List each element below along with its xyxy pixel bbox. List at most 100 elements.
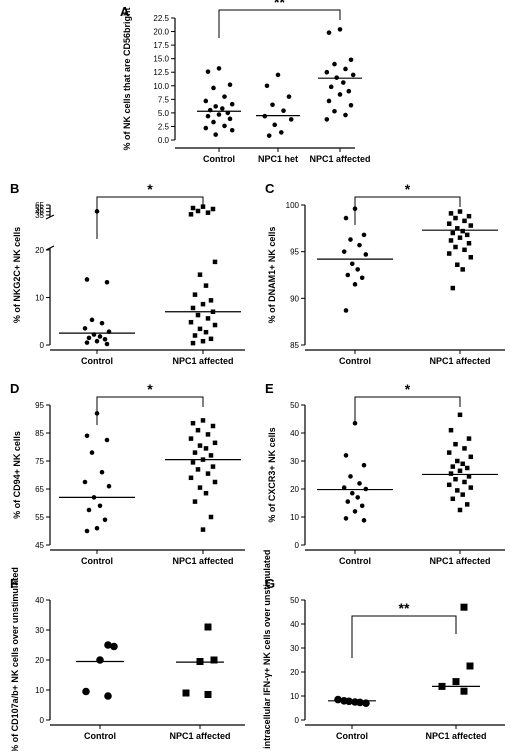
y-tick-label: 20	[35, 656, 44, 665]
data-point	[348, 237, 353, 242]
y-axis-label: % of CD94+ NK cells	[12, 431, 22, 519]
data-point	[359, 503, 365, 509]
y-tick-label: 10	[290, 692, 299, 701]
data-point	[334, 695, 342, 704]
x-tick-label: Control	[84, 731, 116, 741]
data-point	[210, 206, 216, 212]
data-point	[332, 108, 337, 114]
data-point	[205, 113, 211, 119]
data-point	[190, 340, 196, 346]
data-point	[448, 211, 454, 216]
data-point	[200, 418, 206, 423]
x-tick-label: Control	[203, 154, 235, 164]
data-point	[203, 490, 209, 496]
data-point	[208, 453, 214, 458]
data-point	[453, 476, 458, 482]
data-point	[97, 503, 103, 509]
data-point	[229, 101, 235, 107]
data-point	[205, 432, 211, 437]
y-axis-label: % of intracellular IFN-γ+ NK cells over …	[262, 550, 272, 751]
data-point	[341, 249, 347, 254]
panel-label: B	[10, 181, 19, 196]
x-tick-label: NPC1 affected	[172, 356, 233, 366]
data-point	[227, 82, 233, 87]
data-point	[182, 689, 190, 697]
y-axis-label: % of NK cells that are CD56bright	[122, 7, 132, 150]
data-point	[450, 464, 456, 469]
data-point	[197, 443, 203, 448]
data-point	[361, 518, 367, 523]
data-point	[204, 691, 212, 698]
data-point	[195, 427, 201, 433]
significance-bracket	[351, 615, 457, 658]
data-point	[446, 450, 452, 455]
data-point	[324, 69, 330, 75]
data-point	[270, 102, 275, 108]
y-tick-label: 75	[35, 457, 44, 466]
data-point	[210, 656, 218, 664]
data-point	[350, 261, 355, 267]
data-point	[350, 490, 355, 496]
panel-label: G	[265, 576, 275, 591]
y-tick-label: 50	[290, 596, 299, 605]
y-tick-label: 0	[295, 541, 300, 550]
y-tick-label: 10	[290, 513, 299, 522]
data-point	[345, 272, 351, 278]
data-point	[192, 333, 198, 338]
data-point	[213, 132, 218, 137]
data-point	[359, 275, 365, 281]
y-tick-label: 40	[35, 596, 44, 605]
data-point	[326, 30, 332, 35]
y-tick-label: 90	[290, 294, 299, 303]
data-point	[190, 305, 196, 311]
significance-label: *	[405, 181, 411, 197]
data-point	[464, 502, 470, 507]
x-tick-label: NPC1 affected	[429, 556, 490, 566]
data-point	[203, 446, 209, 451]
y-tick-label: 20.0	[153, 28, 169, 37]
x-tick-label: Control	[339, 556, 371, 566]
data-point	[448, 471, 454, 476]
data-point	[110, 642, 118, 651]
data-point	[96, 656, 104, 664]
data-point	[450, 230, 456, 236]
data-point	[460, 461, 465, 467]
y-tick-label: 65	[35, 485, 44, 494]
data-point	[446, 482, 452, 488]
data-point	[332, 61, 337, 67]
data-point	[197, 272, 203, 277]
data-point	[455, 226, 460, 231]
y-tick-label: 95	[35, 401, 44, 410]
significance-bracket	[218, 9, 341, 38]
data-point	[337, 92, 343, 97]
panel-c: C 85 90 95 100 % of DNAM1+ NK cells Control NPC…	[265, 181, 505, 366]
panel-d: D 45 55 65 75 85 95 % of CD94+ NK cells Control N…	[10, 381, 245, 566]
data-point	[457, 209, 463, 214]
data-point	[99, 469, 105, 475]
data-point	[466, 241, 472, 246]
data-point	[203, 125, 209, 131]
x-tick-label: Control	[336, 731, 368, 741]
data-point	[462, 218, 467, 224]
data-point	[345, 499, 351, 504]
y-tick-label: 30	[290, 644, 299, 653]
y-tick-label: 10	[35, 686, 44, 695]
y-axis-label: % of CD107a/b+ NK cells over unstimulate…	[10, 567, 20, 751]
data-point	[213, 104, 218, 109]
data-point	[466, 436, 472, 441]
data-point	[346, 88, 352, 94]
data-point	[266, 133, 272, 138]
data-point	[97, 334, 103, 339]
significance-label: *	[147, 381, 153, 397]
y-tick-label: 30	[35, 626, 44, 635]
data-point	[460, 492, 465, 497]
data-point	[84, 528, 90, 534]
data-point	[348, 102, 354, 108]
data-point	[99, 320, 105, 326]
data-point	[197, 485, 203, 490]
y-axis-label: % of NKG2C+ NK cells	[12, 227, 22, 323]
data-point	[200, 527, 206, 532]
data-point	[279, 130, 284, 135]
data-point	[343, 66, 348, 72]
